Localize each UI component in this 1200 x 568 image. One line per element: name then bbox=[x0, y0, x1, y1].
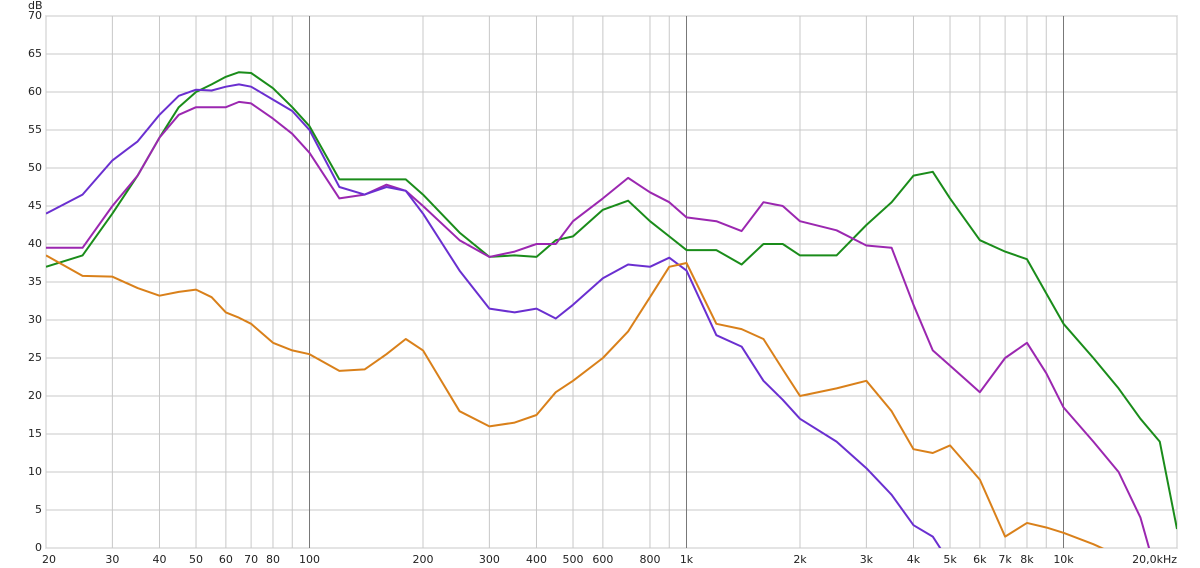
x-tick-label: 100 bbox=[299, 553, 320, 566]
x-tick-label: 60 bbox=[219, 553, 233, 566]
x-tick-label: 50 bbox=[189, 553, 203, 566]
response-line bbox=[46, 71, 1177, 530]
x-tick-label: 2k bbox=[793, 553, 807, 566]
y-tick-label: 45 bbox=[28, 199, 42, 212]
y-tick-label: 25 bbox=[28, 351, 42, 364]
x-tick-label: 5k bbox=[943, 553, 957, 566]
y-tick-label: 55 bbox=[28, 123, 42, 136]
y-tick-label: 40 bbox=[28, 237, 42, 250]
x-tick-label: 20 bbox=[42, 553, 56, 566]
x-tick-label: 800 bbox=[639, 553, 660, 566]
x-tick-label: 4k bbox=[907, 553, 921, 566]
response-line bbox=[46, 100, 1151, 548]
y-tick-label: 30 bbox=[28, 313, 42, 326]
y-tick-label: 50 bbox=[28, 161, 42, 174]
x-tick-label: 30 bbox=[105, 553, 119, 566]
response-line bbox=[46, 254, 1105, 548]
y-tick-label: 0 bbox=[35, 541, 42, 554]
x-tick-label: 80 bbox=[266, 553, 280, 566]
y-tick-label: 20 bbox=[28, 389, 42, 402]
x-tick-label: 300 bbox=[479, 553, 500, 566]
y-tick-label: 65 bbox=[28, 47, 42, 60]
y-tick-label: 15 bbox=[28, 427, 42, 440]
x-tick-label: 6k bbox=[973, 553, 987, 566]
x-tick-label: 40 bbox=[152, 553, 166, 566]
x-tick-label: 600 bbox=[592, 553, 613, 566]
x-tick-label: 70 bbox=[244, 553, 258, 566]
x-tick-label: 7k bbox=[998, 553, 1012, 566]
y-tick-label: 70 bbox=[28, 9, 42, 22]
y-tick-label: 10 bbox=[28, 465, 42, 478]
x-tick-label: 500 bbox=[563, 553, 584, 566]
x-tick-label: 8k bbox=[1020, 553, 1034, 566]
response-line bbox=[46, 83, 942, 548]
x-tick-label: 400 bbox=[526, 553, 547, 566]
x-tick-label: 3k bbox=[860, 553, 874, 566]
y-axis-label: dB bbox=[28, 0, 43, 12]
x-tick-label: 20,0kHz bbox=[1132, 553, 1177, 566]
x-tick-label: 200 bbox=[413, 553, 434, 566]
y-tick-label: 5 bbox=[35, 503, 42, 516]
x-tick-label: 10k bbox=[1053, 553, 1074, 566]
y-tick-label: 35 bbox=[28, 275, 42, 288]
y-tick-label: 60 bbox=[28, 85, 42, 98]
x-tick-label: 1k bbox=[680, 553, 694, 566]
